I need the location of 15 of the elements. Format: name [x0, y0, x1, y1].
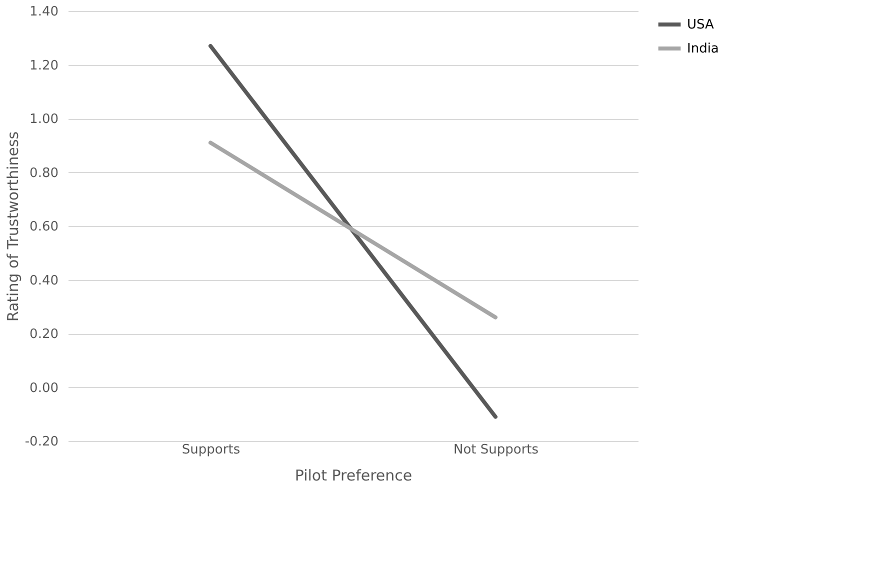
y-tick-label: 0.20 [30, 327, 58, 342]
y-tick-label: 0.80 [30, 166, 58, 181]
y-tick-label: 0.60 [30, 220, 58, 234]
y-tick-label: 0.00 [30, 380, 58, 396]
legend-label: USA [687, 18, 714, 32]
y-axis-title: Rating of Trustworthiness [4, 131, 22, 322]
y-tick-label: 1.00 [30, 112, 58, 127]
x-tick-label: Not Supports [453, 442, 539, 458]
y-tick-label: 0.40 [30, 273, 58, 288]
y-tick-label: 1.20 [30, 58, 58, 74]
x-axis-title: Pilot Preference [294, 466, 412, 484]
x-tick-label: Supports [182, 442, 240, 458]
y-tick-label: -0.20 [24, 434, 58, 450]
legend-label: India [687, 42, 719, 56]
y-tick-label: 1.40 [30, 4, 58, 20]
